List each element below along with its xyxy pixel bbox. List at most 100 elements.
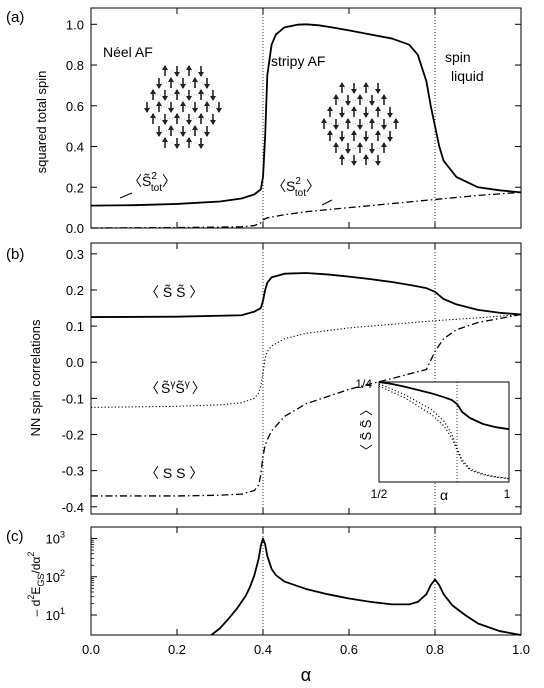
panel-a-ytick-label-4: 0.8 xyxy=(66,58,84,73)
panel-b-series xyxy=(90,272,522,497)
panel-c-yticks: 101 102 103 xyxy=(46,530,521,623)
stripy-arrowhead xyxy=(327,130,333,135)
neel-arrowhead xyxy=(198,113,204,118)
stripy-arrowhead xyxy=(369,118,375,123)
inset-series-1 xyxy=(378,381,510,431)
neel-arrowhead xyxy=(162,65,168,70)
label-tilde-tilde: 〈 S̃ S̃ 〉 xyxy=(145,284,203,300)
stripy-arrowhead xyxy=(393,118,399,123)
panel-a-ytick-label-2: 0.4 xyxy=(66,140,84,155)
panel-a-ytick-label-1: 0.2 xyxy=(66,180,84,195)
panel-b-ylabel: NN spin correlations xyxy=(28,319,43,437)
neel-arrowhead xyxy=(210,120,216,125)
stripy-arrowhead xyxy=(333,125,339,130)
panel-a-ytick-label-0: 0.0 xyxy=(66,221,84,236)
panel-c-label: (c) xyxy=(6,528,24,545)
panel-c-vlines xyxy=(262,527,436,635)
panel-a-series-2 xyxy=(90,191,522,229)
stripy-arrowhead xyxy=(387,137,393,142)
stripy-arrowhead xyxy=(327,106,333,111)
stripy-arrowhead xyxy=(345,101,351,106)
panel-c-xticks: 0.0 0.2 0.4 0.6 0.8 1.0 xyxy=(82,527,530,657)
panel-a-label: (a) xyxy=(6,9,24,26)
neel-arrowhead xyxy=(150,89,156,94)
stripy-arrowhead xyxy=(375,130,381,135)
inset-xtick-alpha: α xyxy=(440,487,448,503)
panel-c-ytick-label-2: 103 xyxy=(46,530,65,547)
stripy-arrowhead xyxy=(363,154,369,159)
panel-b: (b) NN spin correlations -0.4-0.3-0.2-0.… xyxy=(6,242,522,515)
stripy-arrowhead xyxy=(357,94,363,99)
neel-arrowhead xyxy=(168,77,174,82)
stripy-arrowhead xyxy=(369,101,375,106)
panel-b-ytick-label-7: 0.3 xyxy=(66,247,84,262)
neel-arrowhead xyxy=(180,84,186,89)
panel-c-frame xyxy=(90,526,522,636)
panel-a-ylabel: squared total spin xyxy=(34,71,49,174)
inset-ytick-label: 1/4 xyxy=(355,377,372,391)
stripy-arrowhead xyxy=(357,142,363,147)
panel-b-ytick-label-0: -0.4 xyxy=(62,500,84,515)
pointer-s2tot xyxy=(321,199,333,206)
neel-arrowhead xyxy=(162,137,168,142)
neel-arrowhead xyxy=(150,113,156,118)
stripy-arrowhead xyxy=(333,142,339,147)
panel-a: (a) squared total spin 0.0 0.2 0.4 0.6 0.8 1.… xyxy=(6,7,522,236)
x-axis-label: α xyxy=(301,665,311,685)
stripy-arrowhead xyxy=(345,149,351,154)
panel-b-ytick-label-2: -0.2 xyxy=(62,428,84,443)
neel-arrowhead xyxy=(192,125,198,130)
panel-c-xtick-label-3: 0.6 xyxy=(340,642,358,657)
panel-a-ytick-label-3: 0.6 xyxy=(66,99,84,114)
phase-label-spin: spin xyxy=(445,49,471,65)
stripy-arrowhead xyxy=(369,149,375,154)
neel-spin-lattice xyxy=(144,65,222,149)
panel-b-series-3 xyxy=(91,313,522,497)
panel-b-ytick-label-5: 0.1 xyxy=(66,319,84,334)
neel-arrowhead xyxy=(198,72,204,77)
panel-c-series-1 xyxy=(210,537,522,636)
pointer-tilde-s2tot xyxy=(119,192,133,199)
panel-c-xtick-label-2: 0.4 xyxy=(254,642,272,657)
stripy-arrowhead xyxy=(339,154,345,159)
stripy-arrowhead xyxy=(345,118,351,123)
neel-arrowhead xyxy=(204,101,210,106)
panel-b-label: (b) xyxy=(6,246,24,263)
panel-c-series xyxy=(210,537,522,636)
stripy-arrowhead xyxy=(321,118,327,123)
neel-arrowhead xyxy=(174,72,180,77)
panel-c-xtick-label-4: 0.8 xyxy=(426,642,444,657)
panel-c-xtick-label-5: 1.0 xyxy=(512,642,530,657)
inset-xtick-half: 1/2 xyxy=(371,487,388,501)
neel-arrowhead xyxy=(204,132,210,137)
panel-c-xtick-label-0: 0.0 xyxy=(82,642,100,657)
inset-ylabel: 〈 S̃ S̃ 〉 xyxy=(359,403,374,457)
neel-arrowhead xyxy=(198,144,204,149)
panel-a-frame xyxy=(90,7,522,229)
phase-label-neel: Néel AF xyxy=(103,44,153,60)
inset-series-3 xyxy=(378,383,510,479)
panel-a-series-1 xyxy=(90,23,522,207)
neel-arrowhead xyxy=(168,108,174,113)
stripy-arrowhead xyxy=(351,89,357,94)
neel-arrowhead xyxy=(162,120,168,125)
stripy-arrowhead xyxy=(363,113,369,118)
panel-a-series xyxy=(90,23,522,229)
inset-background xyxy=(379,382,509,482)
stripy-arrowhead xyxy=(387,113,393,118)
neel-arrowhead xyxy=(216,108,222,113)
stripy-arrowhead xyxy=(351,106,357,111)
neel-arrowhead xyxy=(144,108,150,113)
panel-c-ytick-label-1: 102 xyxy=(46,568,65,585)
stripy-arrowhead xyxy=(363,82,369,87)
panel-b-series-1 xyxy=(90,272,522,318)
label-s-s: 〈 S S 〉 xyxy=(145,465,203,481)
panel-a-vlines xyxy=(262,8,436,228)
neel-arrowhead xyxy=(186,65,192,70)
panel-c-ylabel: – d2EGS/dα2 xyxy=(26,552,46,617)
stripy-arrowhead xyxy=(375,161,381,166)
panel-b-ytick-label-1: -0.3 xyxy=(62,464,84,479)
stripy-arrowhead xyxy=(333,94,339,99)
